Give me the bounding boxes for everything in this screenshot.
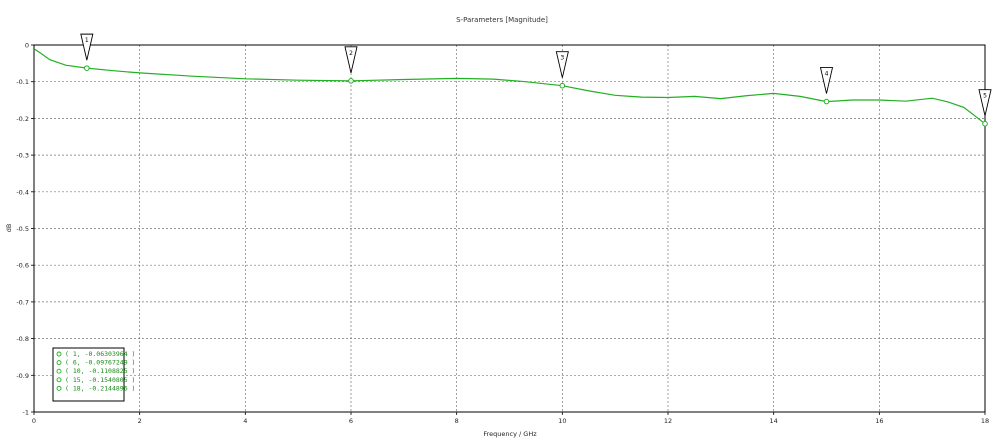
marker-flag (819, 67, 834, 94)
y-tick-label: -0.3 (16, 152, 29, 160)
legend-marker-icon (56, 351, 62, 357)
marker-2: 2 (344, 46, 358, 84)
marker-number: 2 (349, 50, 353, 57)
marker-4: 4 (819, 67, 834, 105)
legend-marker-icon (56, 368, 62, 374)
y-tick-label: -0.9 (16, 372, 29, 380)
x-tick-label: 10 (558, 417, 566, 425)
x-tick-label: 18 (981, 417, 989, 425)
marker-number: 3 (560, 55, 564, 62)
marker-legend: ( 1, -0.06303964 )( 6, -0.09767249 )( 10… (52, 347, 135, 402)
legend-marker-icon (56, 385, 62, 391)
x-tick-label: 12 (664, 417, 672, 425)
marker-point (559, 82, 566, 89)
y-tick-label: -0.4 (16, 188, 29, 196)
legend-entry: ( 18, -0.2144896 ) (56, 384, 135, 392)
legend-entry: ( 10, -0.1108825 ) (56, 367, 135, 375)
legend-marker-icon (56, 360, 62, 366)
marker-point (84, 65, 90, 71)
y-tick-label: -0.8 (16, 335, 29, 343)
legend-entry-text: ( 18, -0.2144896 ) (65, 384, 135, 392)
x-axis-ticks: 0 2 4 6 8 10 12 14 16 18 (32, 412, 989, 425)
legend-marker-icon (56, 377, 62, 383)
legend-box (52, 347, 125, 402)
x-tick-label: 16 (875, 417, 883, 425)
marker-flag (555, 51, 569, 78)
legend-entry-text: ( 1, -0.06303964 ) (65, 350, 135, 358)
y-axis-label: dB (5, 224, 13, 233)
y-tick-label: -1 (23, 409, 29, 417)
y-tick-label: -0.6 (16, 262, 29, 270)
x-tick-label: 2 (138, 417, 142, 425)
x-tick-label: 4 (243, 417, 247, 425)
y-axis-ticks: 0 -0.1 -0.2 -0.3 -0.4 -0.5 -0.6 -0.7 -0.8 -0.9 -1 (16, 42, 34, 417)
legend-entry: ( 15, -0.1540805 ) (56, 376, 135, 384)
x-tick-label: 14 (770, 417, 778, 425)
marker-flag (344, 46, 358, 73)
legend-entry: ( 1, -0.06303964 ) (56, 350, 135, 358)
marker-number: 1 (85, 37, 89, 44)
x-tick-label: 8 (455, 417, 459, 425)
x-axis-label: Frequency / GHz (483, 430, 537, 438)
marker-flag (80, 33, 94, 61)
legend-entry-text: ( 10, -0.1108825 ) (65, 367, 135, 375)
x-tick-label: 0 (32, 417, 36, 425)
marker-point (823, 98, 830, 105)
markers: 1 2 3 4 5 (80, 33, 992, 127)
legend-entry-text: ( 15, -0.1540805 ) (65, 376, 135, 384)
chart-title: S-Parameters [Magnitude] (456, 16, 548, 24)
marker-5: 5 (978, 89, 992, 127)
y-tick-label: -0.2 (16, 115, 29, 123)
marker-1: 1 (80, 33, 94, 71)
marker-point (348, 78, 354, 84)
y-tick-label: -0.1 (16, 78, 29, 86)
marker-flag (978, 89, 992, 116)
marker-number: 5 (983, 93, 987, 100)
legend-entry-text: ( 6, -0.09767249 ) (65, 359, 135, 367)
marker-3: 3 (555, 51, 569, 89)
s-parameter-line (33, 48, 986, 125)
y-tick-label: -0.7 (16, 298, 29, 306)
y-tick-label: 0 (25, 42, 29, 50)
legend-entry: ( 6, -0.09767249 ) (56, 359, 135, 367)
marker-point (982, 120, 988, 127)
x-tick-label: 6 (349, 417, 353, 425)
y-tick-label: -0.5 (16, 225, 29, 233)
marker-number: 4 (825, 71, 829, 78)
